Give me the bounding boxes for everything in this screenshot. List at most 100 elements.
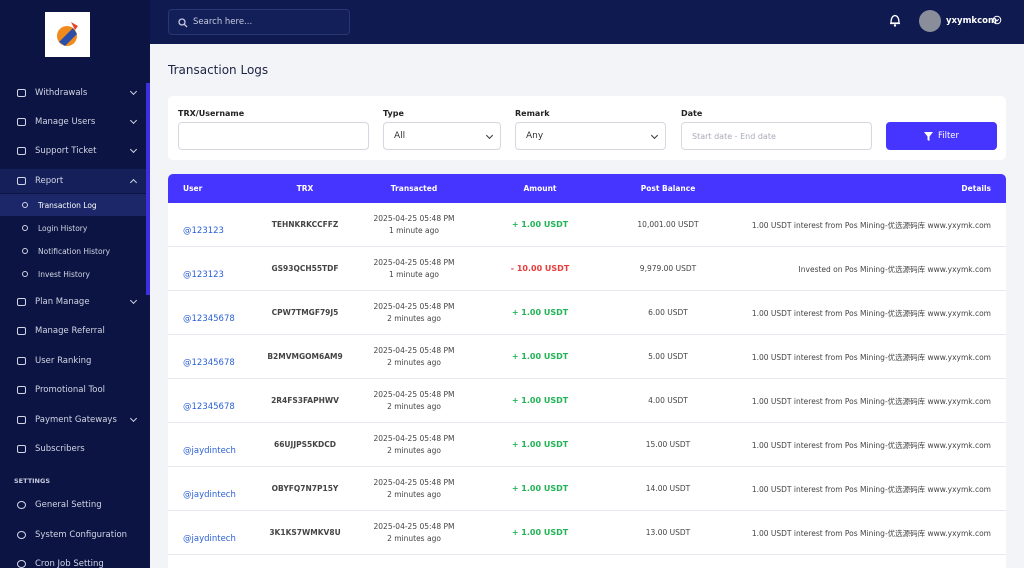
submenu-icon xyxy=(22,225,28,231)
menu-item[interactable]: Promotional Tool xyxy=(0,378,146,402)
menu-item[interactable]: Support Ticket xyxy=(0,139,146,163)
chevron-icon xyxy=(129,145,138,154)
menu-icon xyxy=(17,501,26,509)
transacted-date: 2025-04-25 05:48 PM xyxy=(373,214,455,223)
menu-item[interactable]: System Configuration xyxy=(0,523,146,547)
menu-item[interactable]: Withdrawals xyxy=(0,81,146,105)
user-link[interactable]: @jaydintech xyxy=(183,490,236,500)
chevron-icon xyxy=(129,414,138,423)
menu-item[interactable]: Report xyxy=(0,169,146,193)
column-header: Amount xyxy=(523,184,557,193)
menu-label: Report xyxy=(35,176,64,186)
trx-input[interactable] xyxy=(178,122,369,150)
user-link[interactable]: @123123 xyxy=(183,226,224,236)
submenu-item[interactable]: Notification History xyxy=(0,240,146,262)
menu-item[interactable]: Subscribers xyxy=(0,437,146,461)
trx-id: OBYFQ7N7P15Y xyxy=(271,484,339,493)
post-balance: 15.00 USDT xyxy=(645,440,691,449)
page-title: Transaction Logs xyxy=(168,63,269,77)
transaction-table: User TRX Transacted Amount Post Balance Detai… xyxy=(168,174,1006,568)
amount: + 1.00 USDT xyxy=(511,440,569,449)
amount: + 1.00 USDT xyxy=(511,220,569,229)
select-value: All xyxy=(394,131,406,141)
submenu-item[interactable]: Invest History xyxy=(0,263,146,285)
filter-label: Date xyxy=(681,109,703,118)
transacted-ago: 2 minutes ago xyxy=(387,446,441,455)
trx-id: B2MVMGOM6AM9 xyxy=(267,352,343,361)
bell-icon[interactable] xyxy=(889,13,901,27)
transacted-ago: 2 minutes ago xyxy=(387,534,441,543)
user-link[interactable]: @12345678 xyxy=(183,314,235,324)
user-link[interactable]: @123123 xyxy=(183,270,224,280)
details: 1.00 USDT interest from Pos Mining-优选源码库… xyxy=(751,529,991,538)
amount: - 10.00 USDT xyxy=(510,264,570,273)
menu-label: Plan Manage xyxy=(35,297,90,307)
transacted-ago: 1 minute ago xyxy=(389,270,439,279)
menu-label: Manage Users xyxy=(35,117,96,127)
submenu-label: Login History xyxy=(38,223,88,233)
user-link[interactable]: @jaydintech xyxy=(183,534,236,544)
search-icon xyxy=(178,18,188,28)
trx-id: TEHNKRKCCFFZ xyxy=(271,220,339,229)
sidebar: Withdrawals Manage Users Support Ticket Rep… xyxy=(0,0,150,568)
transacted-date: 2025-04-25 05:48 PM xyxy=(373,346,455,355)
search-box[interactable]: Search here... xyxy=(168,9,350,35)
submenu-item[interactable]: Transaction Log xyxy=(0,194,146,216)
amount: + 1.00 USDT xyxy=(511,308,569,317)
logo[interactable] xyxy=(45,12,90,57)
menu-icon xyxy=(17,118,26,126)
post-balance: 14.00 USDT xyxy=(645,484,691,493)
table-row: @12345678 CPW7TMGF79J5 2025-04-25 05:48 PM… xyxy=(168,291,1006,335)
transacted-date: 2025-04-25 05:48 PM xyxy=(373,478,455,487)
menu-icon xyxy=(17,386,26,394)
trx-id: 3K1KS7WMKV8U xyxy=(269,528,341,537)
transacted-ago: 1 minute ago xyxy=(389,226,439,235)
date-input[interactable]: Start date - End date xyxy=(681,122,872,150)
avatar[interactable] xyxy=(919,10,941,32)
remark-select[interactable]: Any xyxy=(515,122,666,150)
button-label: Filter xyxy=(937,131,960,141)
type-select[interactable]: All xyxy=(383,122,501,150)
table-row: @jaydintech OBYFQ7N7P15Y 2025-04-25 05:48 … xyxy=(168,467,1006,511)
menu-label: Subscribers xyxy=(35,444,85,454)
details: 1.00 USDT interest from Pos Mining-优选源码库… xyxy=(751,221,991,230)
menu-item[interactable]: Plan Manage xyxy=(0,290,146,314)
post-balance: 6.00 USDT xyxy=(648,308,688,317)
transacted-date: 2025-04-25 05:48 PM xyxy=(373,522,455,531)
menu-item[interactable]: Manage Users xyxy=(0,110,146,134)
post-balance: 5.00 USDT xyxy=(648,352,688,361)
date-placeholder: Start date - End date xyxy=(692,131,776,141)
table-row: @123123 GS93QCH55TDF 2025-04-25 05:48 PM 1 … xyxy=(168,247,1006,291)
transacted-ago: 2 minutes ago xyxy=(387,358,441,367)
menu-icon xyxy=(17,530,26,539)
menu-item[interactable]: Manage Referral xyxy=(0,319,146,343)
submenu-icon xyxy=(22,271,28,277)
menu-item[interactable]: General Setting xyxy=(0,493,146,517)
amount: + 1.00 USDT xyxy=(511,528,569,537)
username[interactable]: yxymkcom xyxy=(946,16,997,26)
menu-icon xyxy=(17,147,26,155)
table-row: @12345678 2R4FS3FAPHWV 2025-04-25 05:48 PM… xyxy=(168,379,1006,423)
menu-item[interactable]: Cron Job Setting xyxy=(0,552,146,568)
submenu-label: Invest History xyxy=(38,269,90,279)
filter-label: Type xyxy=(383,109,404,118)
menu-item[interactable]: Payment Gateways xyxy=(0,408,146,432)
chevron-icon xyxy=(129,296,138,305)
user-link[interactable]: @jaydintech xyxy=(183,446,236,456)
submenu-item[interactable]: Login History xyxy=(0,217,146,239)
user-link[interactable]: @12345678 xyxy=(183,358,235,368)
column-header: Transacted xyxy=(390,184,438,193)
details: 1.00 USDT interest from Pos Mining-优选源码库… xyxy=(751,485,991,494)
menu-icon xyxy=(17,416,26,424)
amount: + 1.00 USDT xyxy=(511,352,569,361)
transacted-ago: 2 minutes ago xyxy=(387,314,441,323)
user-menu-icon[interactable] xyxy=(992,15,1002,25)
user-link[interactable]: @12345678 xyxy=(183,402,235,412)
filter-button[interactable]: Filter xyxy=(886,122,997,150)
menu-label: Promotional Tool xyxy=(35,385,106,395)
column-header: Details xyxy=(961,184,991,193)
menu-label: Withdrawals xyxy=(35,88,88,98)
transacted-ago: 2 minutes ago xyxy=(387,490,441,499)
menu-item[interactable]: User Ranking xyxy=(0,349,146,373)
transacted-date: 2025-04-25 05:48 PM xyxy=(373,390,455,399)
